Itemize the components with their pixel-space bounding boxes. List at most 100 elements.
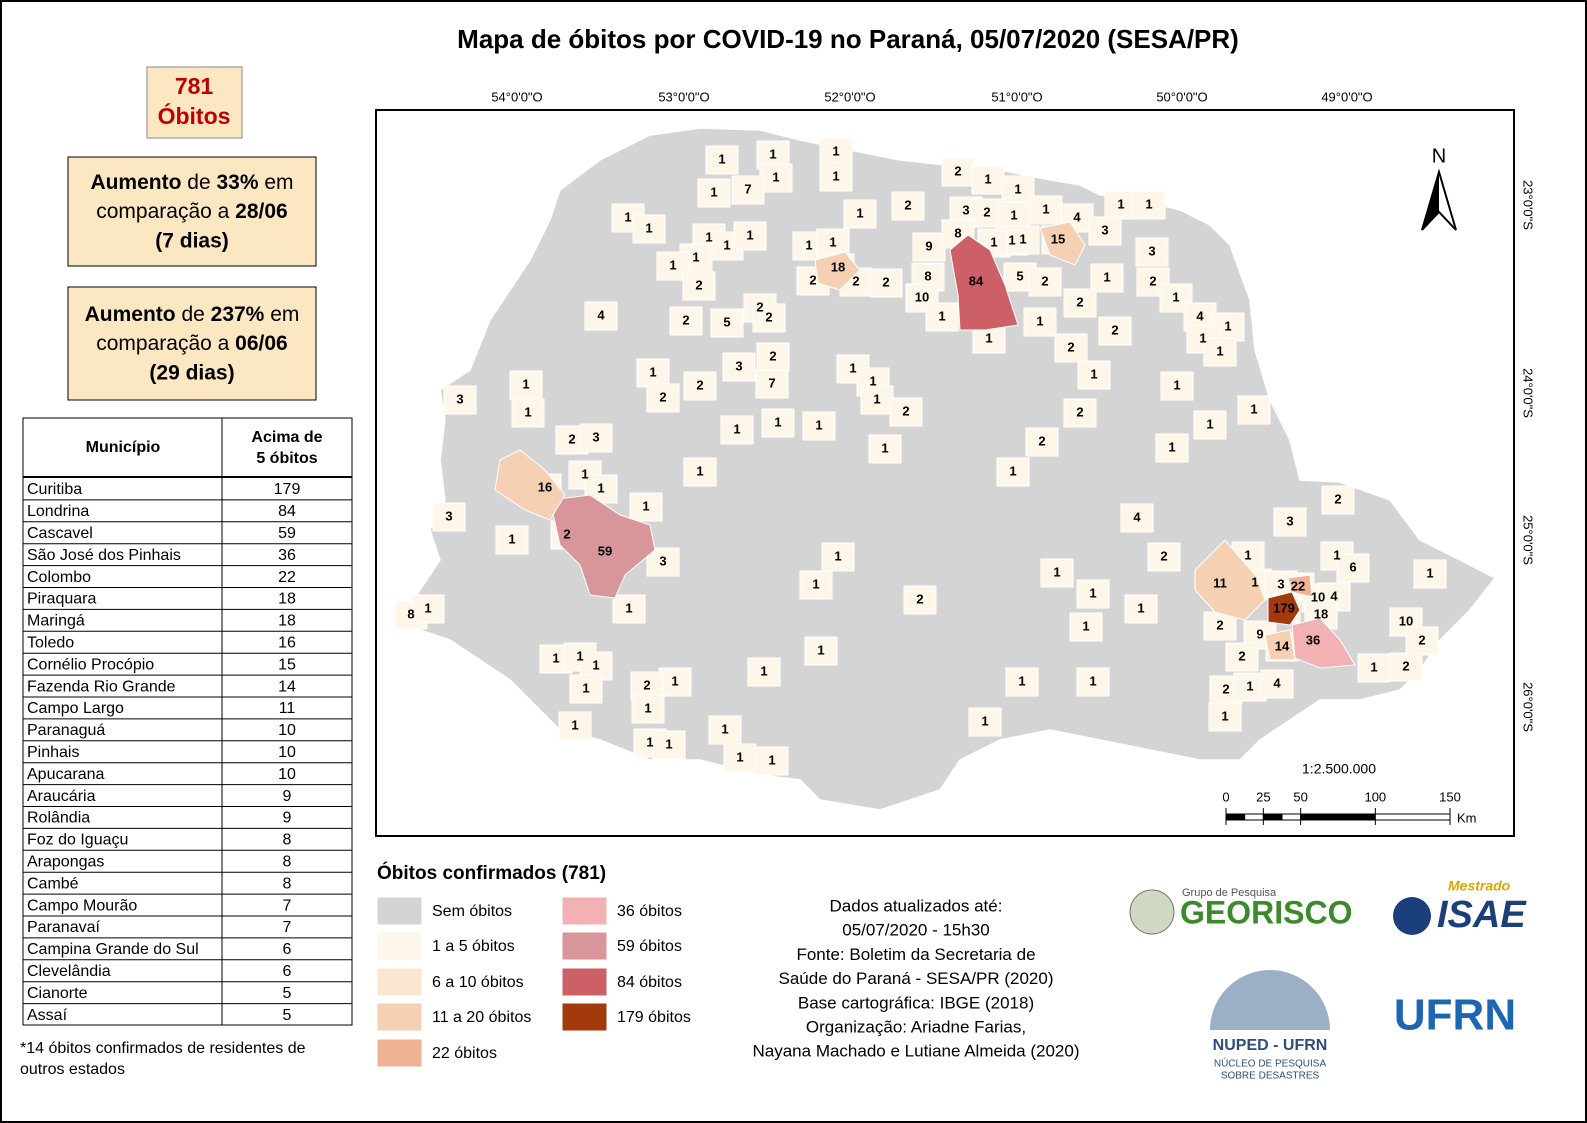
table-cell: 8 bbox=[283, 875, 292, 892]
municipality bbox=[1155, 433, 1189, 463]
table-cell: 15 bbox=[278, 656, 296, 673]
table: Município Acima de 5 óbitos Curitiba 179 L… bbox=[22, 417, 353, 1026]
coordinates: 54°0'0"O 53°0'0"O 52°0'0"O 51°0'0"O 50°0'0"O… bbox=[491, 89, 1535, 732]
municipality-label: 10 bbox=[915, 289, 929, 304]
municipality-label: 1 bbox=[812, 576, 819, 591]
municipality-label: 1 bbox=[1216, 343, 1223, 358]
highlight-layer bbox=[494, 221, 1356, 669]
municipality-label: 2 bbox=[563, 526, 570, 541]
table-cell: 11 bbox=[279, 700, 296, 717]
municipality-label: 1 bbox=[710, 184, 717, 199]
table-cell: São José dos Pinhais bbox=[27, 547, 181, 564]
municipality-label: 2 bbox=[916, 591, 923, 606]
municipality bbox=[584, 301, 618, 331]
municipality-label: 1 bbox=[508, 531, 515, 546]
table-cell: 7 bbox=[283, 919, 292, 936]
municipality-label: 2 bbox=[1418, 632, 1425, 647]
municipality bbox=[905, 283, 939, 313]
table-cell: Fazenda Rio Grande bbox=[27, 678, 176, 695]
municipality bbox=[1357, 653, 1391, 683]
municipality-label: 4 bbox=[1273, 675, 1281, 690]
municipality bbox=[1028, 267, 1062, 297]
municipality-label: 18 bbox=[831, 259, 845, 274]
scale-bar: 0 25 50 100 150 bbox=[1222, 789, 1461, 825]
municipality-label: 1 bbox=[718, 151, 725, 166]
georisco-logo bbox=[1129, 889, 1175, 935]
nuped-logo bbox=[1210, 970, 1330, 1030]
municipality-label: 9 bbox=[1256, 626, 1263, 641]
municipality-label: 1 bbox=[849, 360, 856, 375]
scale-tick-label: 25 bbox=[1256, 789, 1270, 804]
municipality-label: 1 bbox=[817, 642, 824, 657]
municipality-label: 2 bbox=[1160, 548, 1167, 563]
table-cell: 36 bbox=[278, 547, 296, 564]
municipality-label: 1 bbox=[1019, 231, 1026, 246]
legend-label: 22 óbitos bbox=[432, 1045, 497, 1062]
info-line: Base cartográfica: IBGE (2018) bbox=[798, 993, 1034, 1012]
municipality-label: 1 bbox=[985, 330, 992, 345]
municipality-label: 2 bbox=[695, 277, 702, 292]
table-cell: Cornélio Procópio bbox=[27, 656, 154, 673]
table-cell: Piraquara bbox=[27, 591, 96, 608]
table-cell: Campo Largo bbox=[27, 700, 124, 717]
table-cell: Clevelândia bbox=[27, 963, 111, 980]
municipality-label: 1 bbox=[1036, 313, 1043, 328]
legend-swatch bbox=[376, 931, 423, 961]
municipality bbox=[632, 214, 666, 244]
municipality-label: 1 bbox=[1250, 401, 1257, 416]
municipality-label: 1 bbox=[696, 463, 703, 478]
increase-percent: 33% bbox=[216, 171, 258, 194]
table-cell: 9 bbox=[283, 788, 292, 805]
longitude-label: 54°0'0"O bbox=[491, 89, 542, 104]
municipality bbox=[1389, 652, 1423, 682]
municipality bbox=[1090, 263, 1124, 293]
municipality-label: 2 bbox=[1038, 433, 1045, 448]
municipality-label: 1 bbox=[760, 663, 767, 678]
municipality-label: 3 bbox=[1148, 243, 1155, 258]
municipality-label: 8 bbox=[954, 225, 961, 240]
municipality bbox=[819, 137, 853, 167]
municipality bbox=[891, 191, 925, 221]
municipality-label: 2 bbox=[1222, 681, 1229, 696]
municipality bbox=[869, 268, 903, 298]
logo-text: GEORISCO bbox=[1180, 894, 1352, 930]
municipality-label: 1 bbox=[981, 713, 988, 728]
municipality-label: 2 bbox=[983, 204, 990, 219]
municipality bbox=[495, 525, 529, 555]
municipality-label: 2 bbox=[659, 389, 666, 404]
municipality bbox=[1267, 591, 1301, 626]
scale-segment bbox=[1262, 813, 1283, 821]
legend-title: Óbitos confirmados (781) bbox=[377, 862, 606, 884]
municipality bbox=[629, 492, 663, 522]
municipality bbox=[814, 251, 861, 291]
legend-swatch bbox=[561, 967, 608, 997]
municipality-label: 4 bbox=[1073, 209, 1081, 224]
municipality-label: 4 bbox=[1330, 588, 1338, 603]
municipality-label: 1 bbox=[772, 169, 779, 184]
municipality bbox=[1135, 237, 1169, 267]
logo-text: Grupo de Pesquisa bbox=[1182, 887, 1277, 899]
municipality bbox=[683, 371, 717, 401]
logo-text: Mestrado bbox=[1448, 878, 1511, 894]
table-header: Município bbox=[86, 439, 161, 456]
municipality bbox=[549, 494, 656, 599]
municipality-label: 1 bbox=[665, 736, 672, 751]
municipality-label: 1 bbox=[881, 440, 888, 455]
municipality-label: 1 bbox=[1251, 574, 1258, 589]
north-arrow bbox=[1422, 172, 1439, 230]
municipality-label: 2 bbox=[769, 348, 776, 363]
municipality bbox=[804, 636, 838, 666]
longitude-label: 52°0'0"O bbox=[824, 89, 875, 104]
table-cell: Foz do Iguaçu bbox=[27, 832, 128, 849]
municipality bbox=[411, 594, 445, 624]
municipality-label: 2 bbox=[1067, 339, 1074, 354]
municipality-label: 1 bbox=[1224, 318, 1231, 333]
municipality bbox=[860, 385, 894, 415]
municipality-label: 2 bbox=[1334, 491, 1341, 506]
info-line: Dados atualizados até: bbox=[830, 896, 1003, 915]
municipality bbox=[968, 707, 1002, 737]
municipality bbox=[949, 234, 1019, 331]
footnote: *14 óbitos confirmados de residentes de bbox=[20, 1040, 306, 1057]
municipality bbox=[636, 358, 670, 388]
